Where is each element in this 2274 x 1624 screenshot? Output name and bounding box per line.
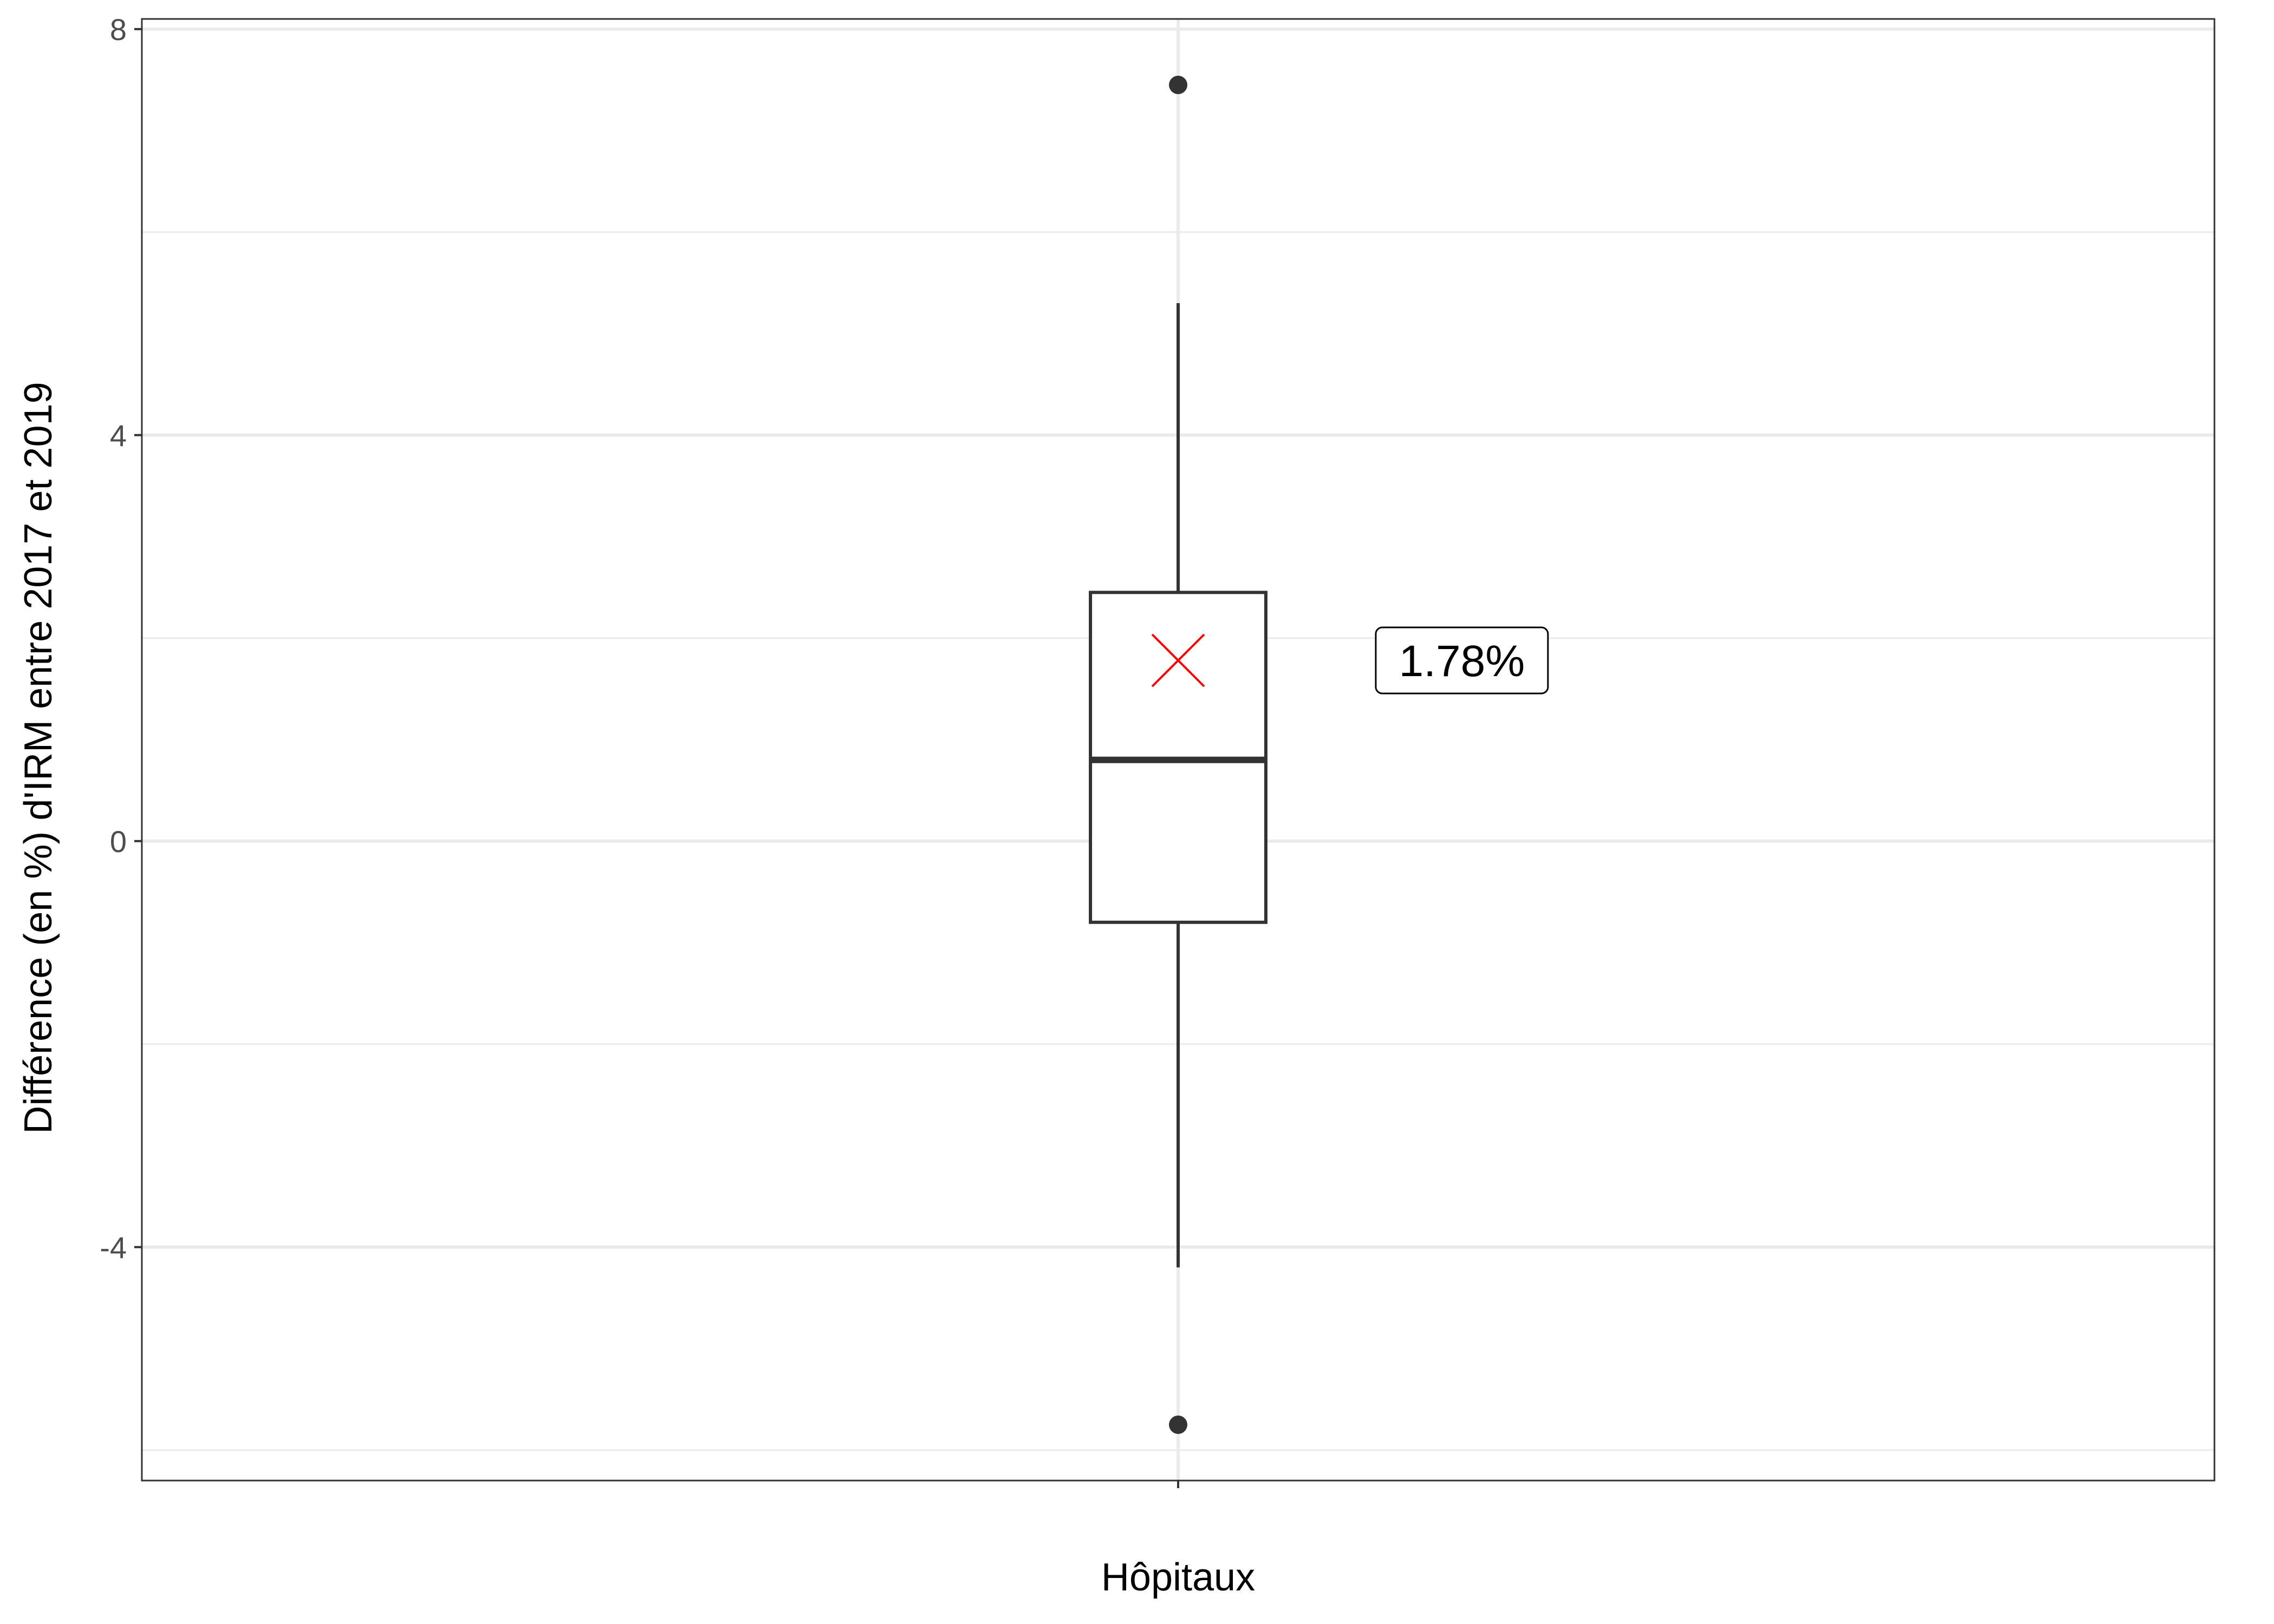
mean-label: 1.78% (1399, 637, 1525, 686)
y-tick-label: 0 (110, 824, 127, 859)
x-axis-title: Hôpitaux (1101, 1556, 1255, 1599)
box-group: 1.78% (1089, 75, 1549, 1434)
y-tick-label: 4 (110, 418, 127, 453)
y-tick-label: -4 (100, 1230, 127, 1265)
y-tick-label: 8 (110, 12, 127, 47)
mean-marker (1151, 633, 1205, 687)
axis-ticks: -4 0 4 8 (100, 12, 1179, 1488)
y-axis-title: Différence (en %) d'IRM entre 2017 et 20… (17, 382, 60, 1134)
outlier-point (1169, 1415, 1187, 1434)
mean-label-box (1375, 626, 1549, 695)
box-marks: 1.78% (1089, 75, 1549, 1434)
outlier-point (1169, 75, 1187, 94)
